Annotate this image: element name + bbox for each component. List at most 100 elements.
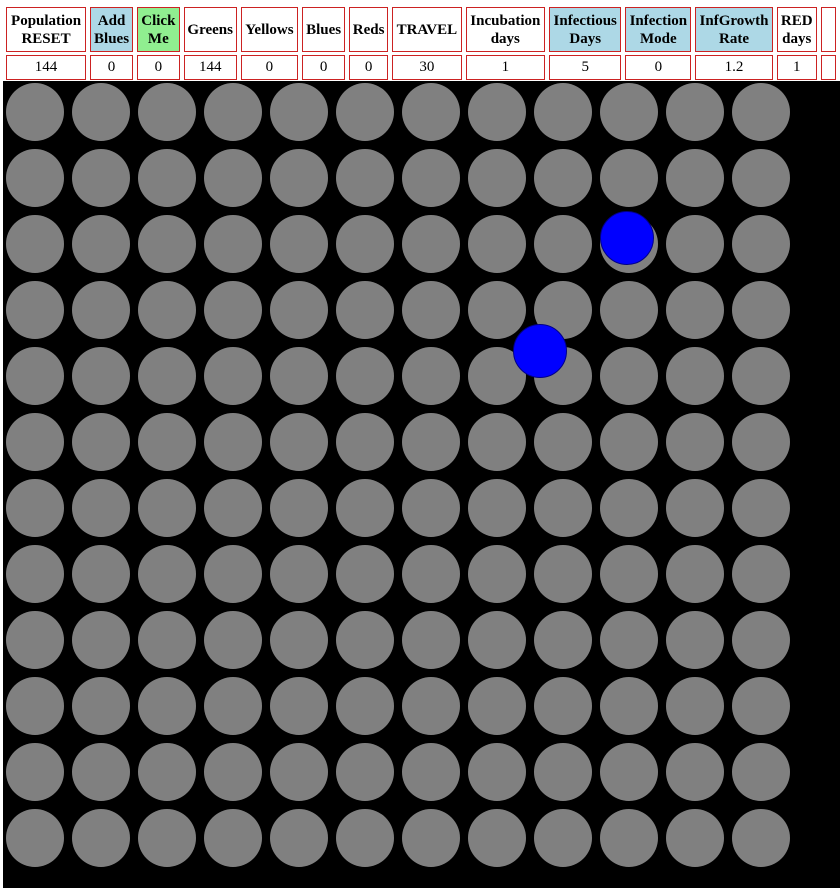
person-dot [72,479,130,537]
click-me-value[interactable]: 0 [137,55,180,80]
person-dot [204,413,262,471]
person-dot [534,413,592,471]
population-reset-button[interactable]: Population RESET [6,7,87,52]
infection-mode-value[interactable]: 0 [625,55,692,80]
person-dot [204,809,262,867]
person-dot [468,809,526,867]
person-dot [600,281,658,339]
red-days-header: RED days [776,7,817,52]
reds-header: Reds [349,7,389,52]
yellows-label: Yellows [245,21,294,38]
person-dot [270,545,328,603]
person-dot [6,677,64,735]
person-dot [72,743,130,801]
person-dot [534,677,592,735]
person-dot [6,215,64,273]
person-dot [270,281,328,339]
person-dot [402,743,460,801]
person-dot [138,149,196,207]
person-dot [72,611,130,669]
incubation-label-1: Incubation [470,12,541,29]
person-dot [534,149,592,207]
person-dot [402,215,460,273]
person-dot [666,479,724,537]
person-dot [468,611,526,669]
yellows-value: 0 [240,55,299,80]
infection-mode-label-2: Mode [639,30,677,47]
person-dot [534,545,592,603]
red-days-value[interactable]: 1 [776,55,817,80]
person-dot [402,479,460,537]
person-dot [270,83,328,141]
add-blues-label-1: Add [97,12,126,29]
incubation-days-value[interactable]: 1 [465,55,545,80]
person-dot [138,677,196,735]
person-dot [138,611,196,669]
person-dot [468,545,526,603]
person-dot [600,677,658,735]
person-dot [402,413,460,471]
person-dot [336,347,394,405]
person-dot [270,215,328,273]
person-dot [468,281,526,339]
reds-label: Reds [352,21,385,38]
person-dot [204,743,262,801]
person-dot [204,83,262,141]
person-dot [72,413,130,471]
person-dot [534,809,592,867]
person-dot [72,281,130,339]
person-dot [600,611,658,669]
person-dot [732,215,790,273]
simulation-field[interactable] [3,81,840,888]
person-dot [204,215,262,273]
person-dot [204,149,262,207]
add-blues-label-2: Blues [94,30,130,47]
add-blues-button[interactable]: Add Blues [90,7,133,52]
person-dot [666,545,724,603]
population-value[interactable]: 144 [6,55,87,80]
person-dot [138,281,196,339]
person-dot [6,347,64,405]
person-dot [732,545,790,603]
reset-label: RESET [21,30,71,47]
person-dot [732,281,790,339]
inf-growth-rate-value[interactable]: 1.2 [695,55,773,80]
person-dot [270,611,328,669]
infection-mode-label-1: Infection [629,12,688,29]
person-dot [204,611,262,669]
person-dot [336,215,394,273]
person-dot [6,545,64,603]
person-dot [468,149,526,207]
person-dot [534,215,592,273]
inf-growth-rate-button[interactable]: InfGrowth Rate [695,7,773,52]
infectious-days-value[interactable]: 5 [549,55,622,80]
infection-mode-button[interactable]: Infection Mode [625,7,692,52]
person-dot [666,413,724,471]
click-me-button[interactable]: Click Me [137,7,180,52]
person-dot [402,149,460,207]
person-dot [6,743,64,801]
person-dot [468,479,526,537]
travel-value[interactable]: 30 [392,55,462,80]
person-dot [6,149,64,207]
add-blues-value[interactable]: 0 [90,55,133,80]
person-dot [600,545,658,603]
click-me-label-1: Click [141,12,176,29]
person-dot [666,83,724,141]
incubation-label-2: days [490,30,520,47]
person-dot [600,743,658,801]
person-dot [600,83,658,141]
extra-header-cell [820,7,836,52]
person-dot [732,413,790,471]
person-dot [138,545,196,603]
person-dot [138,809,196,867]
red-days-label-1: RED [780,12,813,29]
person-dot [270,743,328,801]
person-dot [732,611,790,669]
person-dot [534,743,592,801]
person-dot [732,149,790,207]
person-dot [270,413,328,471]
person-dot [468,215,526,273]
infectious-days-button[interactable]: Infectious Days [549,7,622,52]
